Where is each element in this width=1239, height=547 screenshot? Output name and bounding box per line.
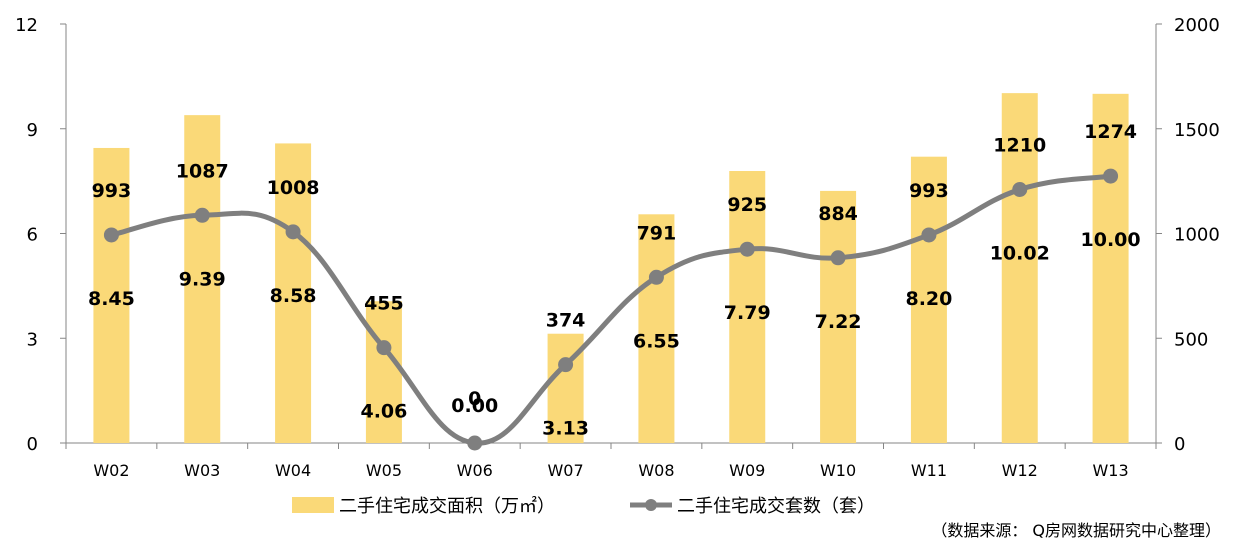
bar-data-label: 7.22 xyxy=(815,311,862,333)
line-point xyxy=(830,250,846,266)
line-point xyxy=(739,241,755,257)
y-right-tick-label: 1000 xyxy=(1174,225,1220,246)
line-data-label: 1008 xyxy=(267,177,320,199)
line-point xyxy=(921,227,937,243)
bar-area xyxy=(1092,93,1129,443)
line-data-label: 455 xyxy=(364,293,404,315)
y-left-tick-label: 3 xyxy=(27,329,38,350)
legend-swatch-area xyxy=(292,497,334,513)
x-tick-label: W07 xyxy=(547,461,583,480)
x-tick-label: W10 xyxy=(820,461,856,480)
bar-data-label: 8.45 xyxy=(88,288,135,310)
y-left-tick-label: 0 xyxy=(27,434,38,455)
y-left-tick-label: 6 xyxy=(27,225,38,246)
bar-area xyxy=(729,170,766,444)
line-data-label: 1087 xyxy=(176,160,229,182)
line-data-label: 0 xyxy=(468,388,481,410)
y-right-tick-label: 0 xyxy=(1174,434,1185,455)
x-tick-label: W03 xyxy=(184,461,220,480)
bar-data-label: 6.55 xyxy=(633,330,680,352)
bar-data-label: 10.00 xyxy=(1081,229,1141,251)
bar-area xyxy=(638,214,675,443)
bar-data-label: 8.58 xyxy=(270,285,317,307)
bar-data-label: 9.39 xyxy=(179,268,226,290)
x-tick-label: W09 xyxy=(729,461,765,480)
line-data-label: 925 xyxy=(727,194,767,216)
series-line-count xyxy=(108,173,1114,446)
bar-data-label: 0.00 xyxy=(451,395,498,417)
line-data-label: 884 xyxy=(818,203,858,225)
bar-area xyxy=(275,143,312,444)
bar-area xyxy=(93,147,130,443)
y-right-tick-label: 2000 xyxy=(1174,15,1220,36)
line-point xyxy=(285,224,301,240)
x-tick-label: W04 xyxy=(275,461,311,480)
x-tick-label: W08 xyxy=(638,461,674,480)
bar-area xyxy=(910,156,947,443)
x-tick-label: W13 xyxy=(1092,461,1128,480)
legend-label-count: 二手住宅成交套数（套） xyxy=(677,496,875,517)
x-tick-label: W02 xyxy=(93,461,129,480)
line-point xyxy=(648,269,664,285)
line-point xyxy=(376,340,392,356)
y-right-tick-label: 1500 xyxy=(1174,120,1220,141)
line-data-label: 1210 xyxy=(993,135,1046,157)
bar-data-label: 3.13 xyxy=(542,418,589,440)
line-data-label: 993 xyxy=(92,180,132,202)
y-left-tick-label: 9 xyxy=(27,120,38,141)
bar-area xyxy=(1001,93,1038,443)
line-data-label: 1274 xyxy=(1084,121,1137,143)
legend-swatch-count-marker xyxy=(645,499,657,511)
bar-data-label: 4.06 xyxy=(360,401,407,423)
line-point xyxy=(194,207,210,223)
line-point xyxy=(467,435,483,451)
bar-area xyxy=(365,301,402,443)
bar-area xyxy=(820,190,857,443)
y-right-tick-label: 500 xyxy=(1174,329,1208,350)
y-left-tick-label: 12 xyxy=(15,15,38,36)
line-data-label: 993 xyxy=(909,180,949,202)
x-tick-label: W05 xyxy=(366,461,402,480)
bar-data-label: 8.20 xyxy=(905,288,952,310)
bar-data-label: 10.02 xyxy=(990,243,1050,265)
bar-data-label: 7.79 xyxy=(724,302,771,324)
line-point xyxy=(1012,182,1028,198)
line-point xyxy=(558,357,574,373)
line-data-label: 374 xyxy=(546,310,586,332)
source-note: （数据来源： Q房网数据研究中心整理） xyxy=(931,521,1221,540)
x-tick-label: W06 xyxy=(457,461,493,480)
x-tick-label: W12 xyxy=(1002,461,1038,480)
line-data-label: 791 xyxy=(637,222,677,244)
line-point xyxy=(103,227,119,243)
x-tick-label: W11 xyxy=(911,461,947,480)
bar-area xyxy=(184,115,221,443)
line-point xyxy=(1103,168,1119,184)
legend-label-area: 二手住宅成交面积（万㎡） xyxy=(339,495,555,517)
